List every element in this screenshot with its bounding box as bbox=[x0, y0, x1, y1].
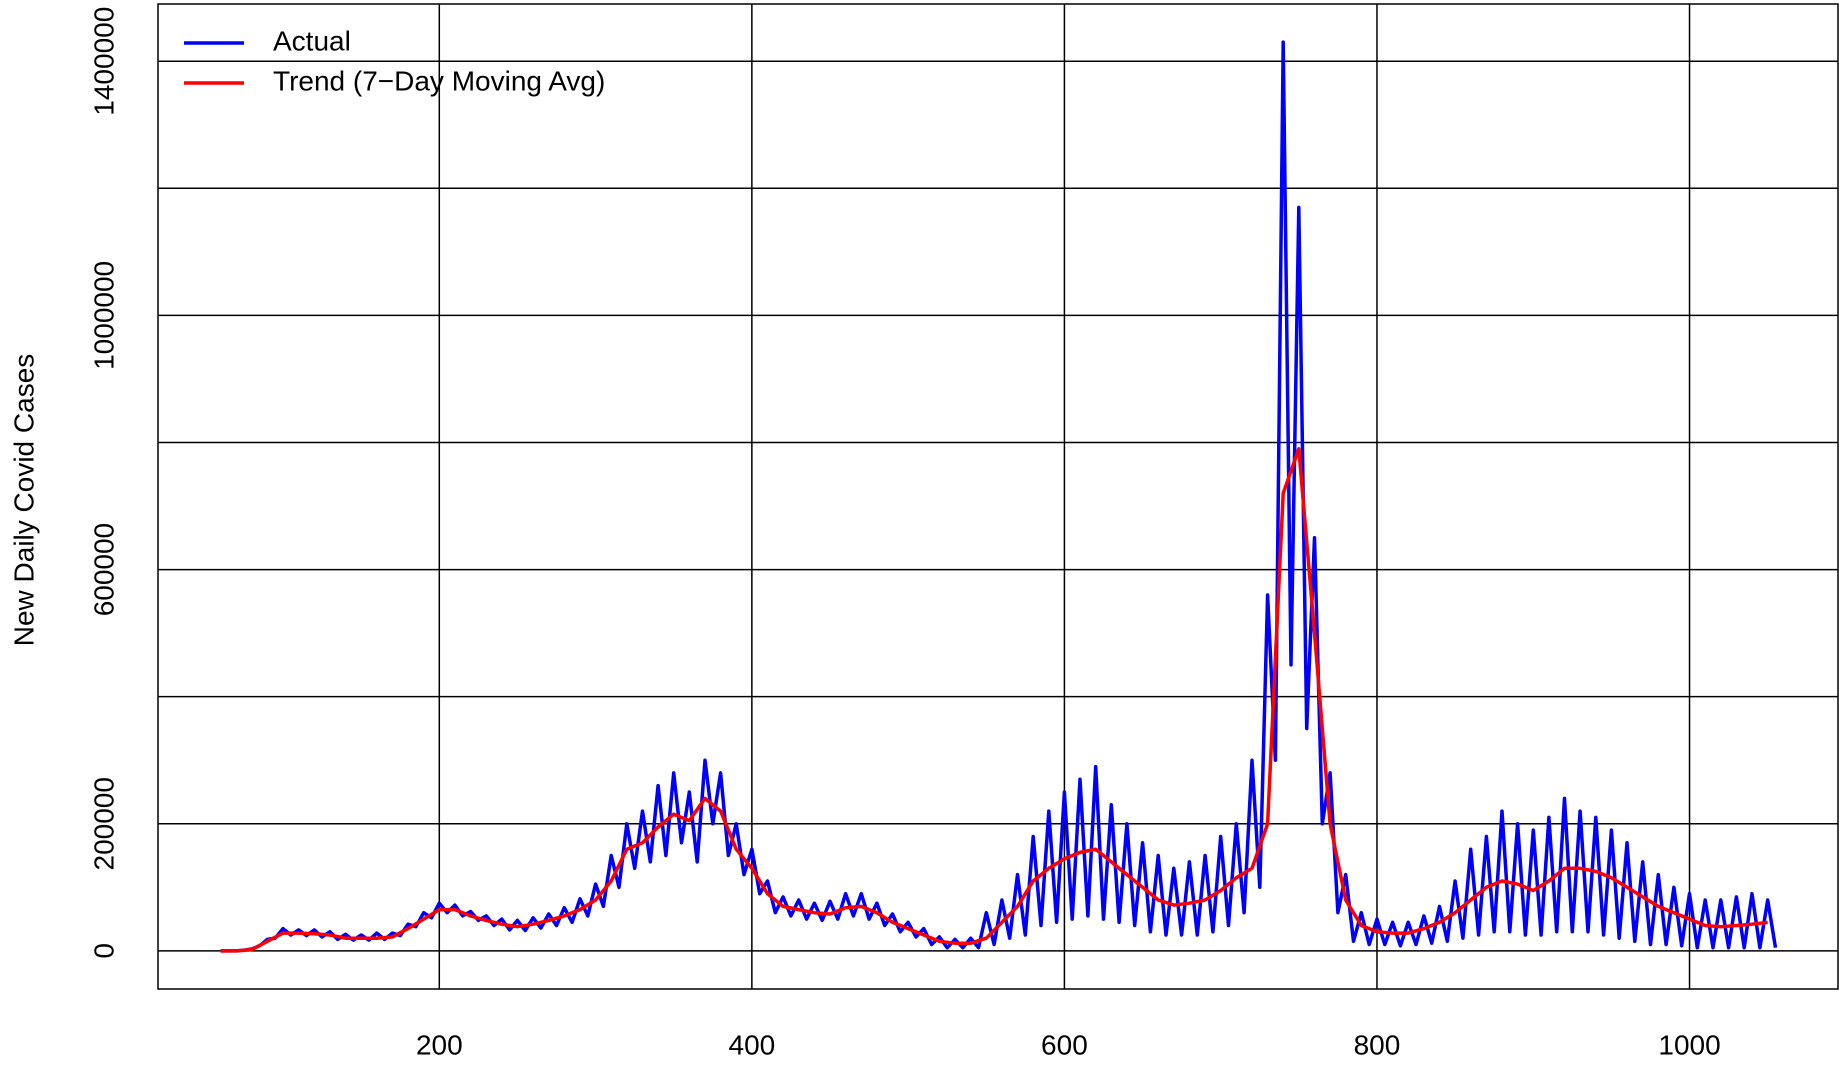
series-line bbox=[220, 447, 1768, 953]
y-axis-label: New Daily Covid Cases bbox=[8, 354, 39, 647]
y-tick-label: 600000 bbox=[88, 523, 119, 616]
y-tick-label: 1000000 bbox=[88, 261, 119, 370]
x-tick-label: 800 bbox=[1354, 1029, 1401, 1060]
y-tick-label: 200000 bbox=[88, 777, 119, 870]
y-tick-label: 0 bbox=[88, 943, 119, 959]
y-tick-label: 1400000 bbox=[88, 7, 119, 116]
x-tick-label: 200 bbox=[416, 1029, 463, 1060]
series-line bbox=[220, 40, 1778, 953]
plot-frame bbox=[157, 3, 1839, 990]
x-tick-label: 600 bbox=[1041, 1029, 1088, 1060]
legend-label: Actual bbox=[273, 25, 351, 56]
legend-label: Trend (7−Day Moving Avg) bbox=[273, 65, 605, 96]
x-tick-label: 1000 bbox=[1658, 1029, 1720, 1060]
x-tick-label: 400 bbox=[729, 1029, 776, 1060]
